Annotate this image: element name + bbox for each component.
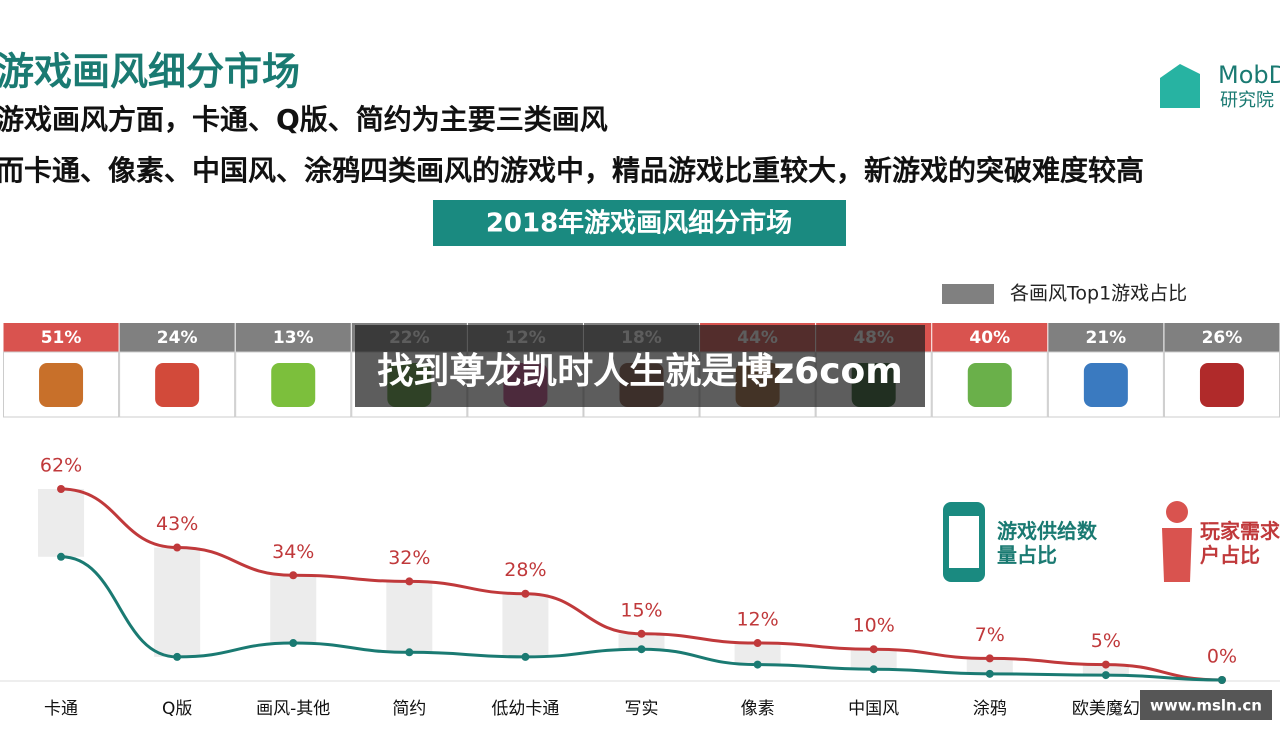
top1-label: 24% xyxy=(157,328,198,348)
top1-label: 13% xyxy=(273,328,314,348)
gap-bar xyxy=(502,593,549,657)
point xyxy=(1217,676,1226,684)
data-label: 43% xyxy=(156,513,198,535)
data-label: 10% xyxy=(853,615,895,637)
top1-header xyxy=(119,323,235,352)
top1-header xyxy=(932,323,1048,352)
game-icon xyxy=(967,363,1012,407)
top1-header xyxy=(1164,323,1280,352)
point xyxy=(57,552,66,561)
data-label: 62% xyxy=(40,455,82,477)
point xyxy=(405,577,414,586)
gap-bar xyxy=(154,547,201,657)
person-body xyxy=(1162,528,1192,582)
x-tick-label: 像素 xyxy=(741,699,775,719)
x-tick-label: Q版 xyxy=(162,699,192,719)
x-tick-label: 写实 xyxy=(625,699,659,719)
top1-label: 51% xyxy=(41,328,82,348)
watermark: 找到尊龙凯时人生就是博z6com xyxy=(377,351,903,392)
gap-bar xyxy=(734,643,781,665)
point xyxy=(869,645,878,654)
data-label: 0% xyxy=(1207,646,1237,668)
gap-bar xyxy=(270,575,317,644)
x-tick-label: 低幼卡通 xyxy=(491,699,559,719)
game-icon xyxy=(39,363,84,407)
top1-header xyxy=(3,323,119,352)
x-tick-label: 欧美魔幻 xyxy=(1072,699,1140,719)
gap-bar xyxy=(618,633,665,650)
logo-icon xyxy=(1160,64,1200,108)
gap-bar xyxy=(38,489,85,557)
point xyxy=(521,589,530,598)
data-label: 12% xyxy=(736,609,778,631)
site-label: www.msln.cn xyxy=(1150,697,1262,715)
top1-label: 21% xyxy=(1086,328,1127,348)
x-tick-label: 简约 xyxy=(392,699,426,719)
logo-sub: 研究院 xyxy=(1220,90,1274,111)
point xyxy=(405,648,414,657)
point xyxy=(57,485,66,493)
point xyxy=(753,639,762,648)
series-line xyxy=(61,555,1222,682)
legend-label: 玩家需求用户占比 xyxy=(1200,519,1280,567)
title: 游戏画风细分市场 xyxy=(0,50,300,94)
data-label: 5% xyxy=(1091,630,1121,652)
gap-bar xyxy=(966,658,1013,674)
data-label: 34% xyxy=(272,541,314,563)
box-title: 2018年游戏画风细分市场 xyxy=(486,208,792,239)
point xyxy=(173,543,182,552)
gap-bar xyxy=(1082,664,1129,676)
logo: MobD xyxy=(1218,61,1280,89)
data-label: 32% xyxy=(388,547,430,569)
title-box xyxy=(433,200,846,246)
game-icon xyxy=(271,363,316,407)
data-label: 28% xyxy=(504,559,546,581)
game-icon xyxy=(1199,363,1244,407)
point xyxy=(173,652,182,661)
x-tick-label: 画风-其他 xyxy=(256,699,330,719)
top1-label: 40% xyxy=(969,328,1010,348)
data-label: 7% xyxy=(975,624,1005,646)
x-tick-label: 卡通 xyxy=(44,699,78,719)
x-tick-label: 中国风 xyxy=(848,699,899,719)
point xyxy=(753,660,762,669)
point xyxy=(985,654,994,663)
point xyxy=(1101,660,1110,669)
legend-label: 游戏供给数量占比 xyxy=(997,519,1097,567)
point xyxy=(289,639,298,648)
point xyxy=(985,669,994,678)
site-bg xyxy=(1140,690,1272,720)
legend-swatch xyxy=(942,284,994,304)
subtitle: 而卡通、像素、中国风、涂鸦四类画风的游戏中，精品游戏比重较大，新游戏的突破难度较… xyxy=(0,154,1144,187)
point xyxy=(1101,671,1110,680)
data-label: 15% xyxy=(620,599,662,621)
gap-bar xyxy=(386,581,433,653)
point xyxy=(637,629,646,638)
x-tick-label: 涂鸦 xyxy=(973,699,1007,719)
series-line xyxy=(61,487,1222,682)
top1-header xyxy=(1048,323,1164,352)
top1-label: 26% xyxy=(1202,328,1243,348)
watermark-bg xyxy=(355,325,925,407)
phone-screen xyxy=(949,516,979,568)
point xyxy=(289,571,298,580)
person-icon xyxy=(1166,501,1188,523)
point xyxy=(869,665,878,674)
point xyxy=(637,645,646,654)
point xyxy=(521,652,530,661)
legend-label: 各画风Top1游戏占比 xyxy=(1010,283,1187,305)
game-icon xyxy=(155,363,200,407)
top1-header xyxy=(235,323,351,352)
subtitle: 游戏画风方面，卡通、Q版、简约为主要三类画风 xyxy=(0,103,608,136)
gap-bar xyxy=(850,649,897,670)
game-icon xyxy=(1083,363,1128,407)
